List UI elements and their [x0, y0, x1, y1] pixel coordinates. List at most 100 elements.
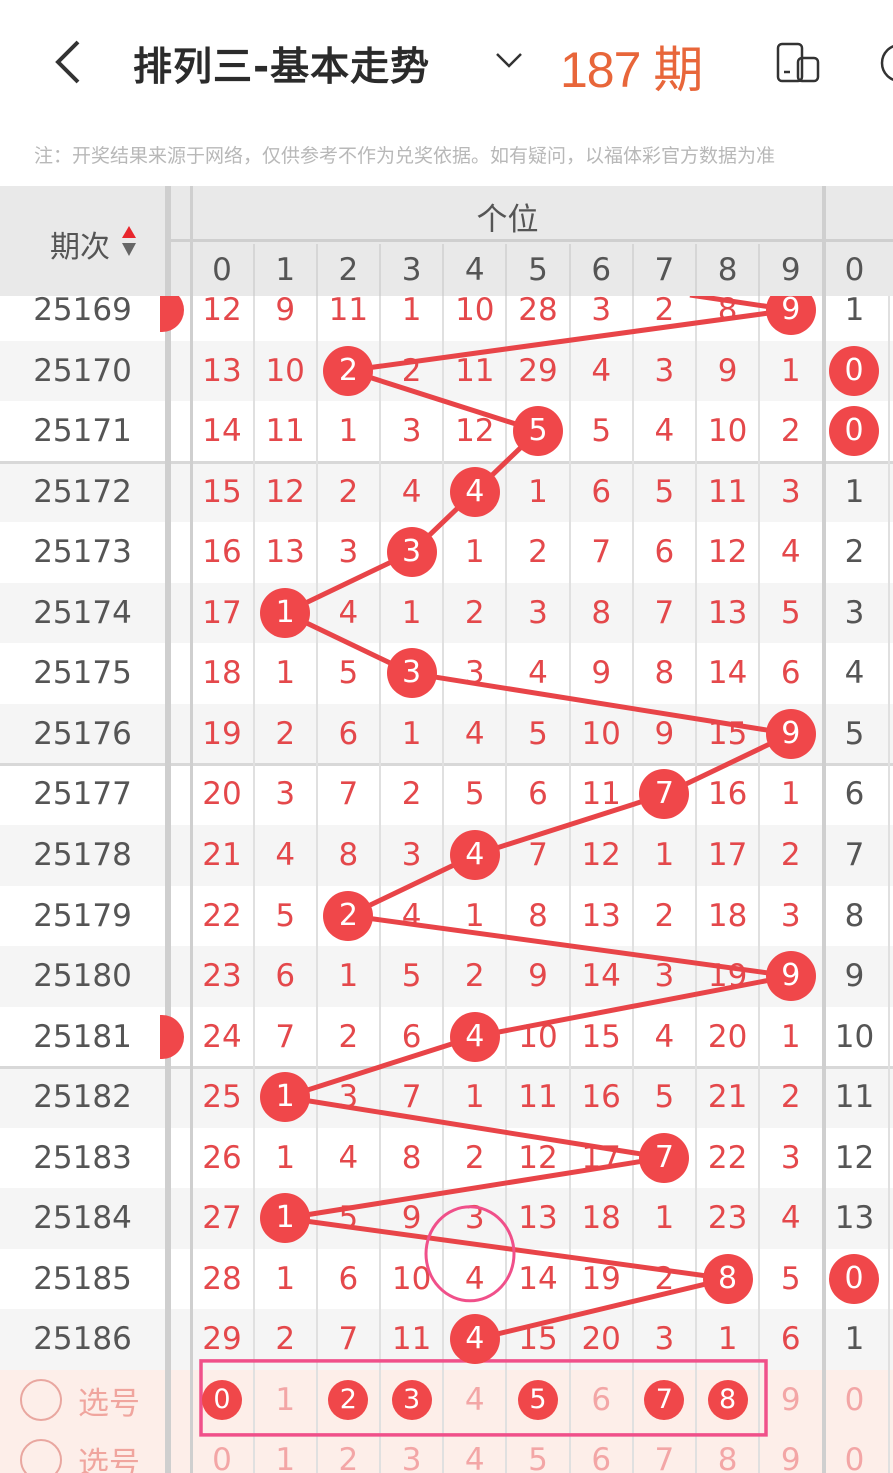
digit-option[interactable]: 2	[338, 1442, 359, 1473]
table-row: 25170 13 10 2 2 11 29 4 3 9 1 0	[0, 340, 893, 402]
help-icon[interactable]	[878, 42, 893, 84]
miss-count: 9	[275, 292, 296, 328]
table-row: 25178 21 4 8 3 4 7 12 1 17 2 7	[0, 824, 893, 886]
miss-count: 15	[581, 1018, 621, 1055]
digit-header: 7	[654, 252, 675, 288]
column-divider	[505, 280, 508, 1473]
digit-option[interactable]: 1	[275, 1442, 296, 1473]
selected-digit-ball[interactable]: 5	[518, 1379, 558, 1420]
hit-ball: 0	[829, 1253, 879, 1304]
issue-number: 25183	[33, 1139, 132, 1176]
select-radio[interactable]	[20, 1378, 62, 1421]
miss-count: 14	[518, 1260, 558, 1297]
selected-digit-ball[interactable]: 8	[707, 1379, 748, 1420]
hit-ball: 4	[449, 1314, 500, 1365]
miss-count: 7	[528, 836, 548, 873]
issue-number: 25172	[33, 473, 132, 510]
table-row: 25169 12 9 11 1 10 28 3 2 8 9 1	[0, 280, 893, 341]
digit-option[interactable]: 6	[591, 1442, 612, 1473]
miss-count: 1	[780, 352, 801, 389]
column-divider	[758, 244, 761, 296]
sort-icon[interactable]	[120, 224, 138, 258]
trend-line-segment	[284, 1155, 665, 1221]
selected-digit-ball[interactable]: 0	[202, 1379, 242, 1420]
digit-option[interactable]: 5	[528, 1442, 548, 1473]
digit-option[interactable]: 4	[464, 1442, 485, 1473]
digit-option[interactable]: 7	[654, 1442, 675, 1473]
table-row: 25173 16 13 3 3 1 2 7 6 12 4 2	[0, 522, 893, 584]
digit-option[interactable]: 4	[464, 1381, 485, 1418]
table-row: 25177 20 3 7 2 5 6 11 7 16 1 6	[0, 764, 893, 826]
miss-count: 29	[202, 1321, 242, 1358]
miss-count: 8	[654, 655, 675, 692]
select-radio[interactable]	[20, 1439, 62, 1473]
miss-count: 12	[581, 836, 621, 873]
miss-count: 14	[202, 413, 242, 450]
miss-count: 3	[780, 473, 801, 510]
selected-digit-ball[interactable]: 3	[391, 1379, 432, 1420]
miss-count: 11	[834, 1079, 875, 1116]
digit-option[interactable]: 9	[780, 1381, 801, 1418]
column-divider	[568, 244, 571, 296]
column-divider	[505, 244, 508, 296]
miss-count: 4	[780, 1200, 801, 1237]
issue-number: 25178	[33, 836, 132, 873]
miss-count: 3	[401, 836, 422, 873]
miss-count: 11	[265, 413, 305, 450]
miss-count: 4	[275, 836, 296, 873]
trend-line-segment	[474, 1276, 729, 1342]
miss-count: 13	[581, 897, 621, 934]
digit-option[interactable]: 1	[275, 1381, 296, 1418]
miss-count: 5	[844, 715, 865, 752]
phone-device-icon[interactable]	[776, 42, 822, 84]
miss-count: 10	[581, 715, 621, 752]
miss-count: 7	[591, 534, 612, 571]
miss-count: 6	[528, 776, 548, 813]
trend-line-segment	[348, 913, 792, 979]
chevron-down-icon[interactable]	[494, 50, 524, 70]
miss-count: 7	[401, 1079, 422, 1116]
miss-count: 1	[844, 1321, 865, 1358]
trend-table-body[interactable]: 25169 12 9 11 1 10 28 3 2 8 9 1 25170 13 10 2 2 11 29 4 3 9 1 0…	[0, 280, 893, 1473]
miss-count: 10	[455, 292, 495, 328]
table-row: 25182 25 1 3 7 1 11 16 5 21 2 11	[0, 1067, 893, 1129]
table-row: 25181 24 7 2 6 4 10 15 4 20 1 10	[0, 1006, 893, 1068]
miss-count: 3	[654, 352, 675, 389]
miss-count: 2	[780, 836, 801, 873]
select-row: 选号 0 1 2 3 4 5 6 7 8 9 0	[0, 1430, 893, 1473]
issue-number: 25182	[33, 1079, 132, 1116]
miss-count: 11	[455, 352, 495, 389]
digit-option[interactable]: 0	[212, 1442, 232, 1473]
digit-option[interactable]: 0	[844, 1442, 865, 1473]
digit-header: 5	[528, 252, 548, 288]
column-divider	[631, 244, 634, 296]
digit-option[interactable]: 6	[591, 1381, 612, 1418]
miss-count: 4	[591, 352, 612, 389]
trend-line-segment	[284, 1094, 665, 1161]
digit-option[interactable]: 0	[844, 1381, 865, 1418]
issue-number: 25175	[33, 655, 132, 692]
miss-count: 1	[401, 594, 422, 631]
page-title[interactable]: 排列三-基本走势	[133, 45, 431, 90]
miss-count: 5	[401, 958, 422, 995]
miss-count: 16	[581, 1079, 621, 1116]
miss-count: 1	[844, 292, 865, 328]
digit-option[interactable]: 9	[780, 1442, 801, 1473]
miss-count: 22	[707, 1139, 748, 1176]
digit-option[interactable]: 3	[401, 1442, 422, 1473]
hit-ball: 7	[639, 1132, 690, 1183]
issue-number: 25173	[33, 534, 132, 571]
trend-line-layer	[199, 292, 792, 1437]
miss-count: 9	[528, 958, 548, 995]
selected-digit-ball[interactable]: 2	[328, 1379, 369, 1420]
miss-count: 5	[654, 1079, 675, 1116]
selected-digit-ball[interactable]: 7	[644, 1379, 685, 1420]
chevron-left-icon[interactable]	[50, 38, 84, 86]
issue-header[interactable]: 期次	[50, 230, 110, 265]
miss-count: 2	[844, 534, 865, 571]
group-separator	[0, 460, 893, 464]
digit-option[interactable]: 8	[717, 1442, 738, 1473]
issue-number: 25186	[33, 1321, 132, 1358]
miss-count: 5	[275, 897, 296, 934]
column-divider	[822, 280, 826, 1473]
